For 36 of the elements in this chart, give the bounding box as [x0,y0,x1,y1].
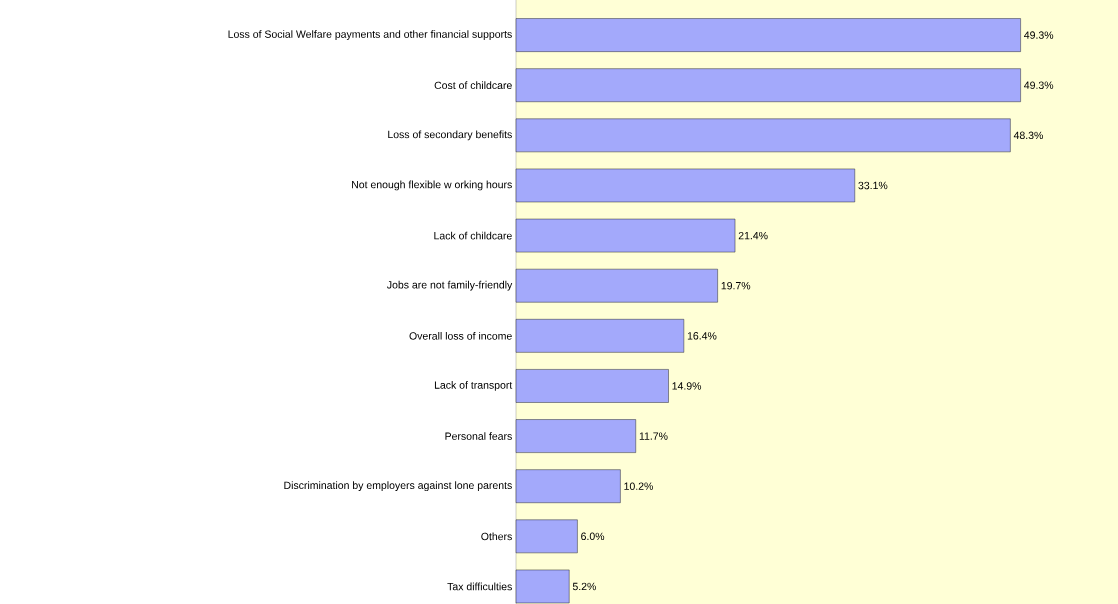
bar [515,118,1011,153]
bar [515,519,578,554]
data-label: 33.1% [858,181,888,190]
bar [515,18,1021,52]
bar [515,68,1021,102]
y-tick-label: Tax difficulties [447,582,512,591]
bar [515,319,685,353]
y-tick-label: Loss of secondary benefits [388,130,512,141]
data-label: 21.4% [738,231,768,240]
y-tick-label: Jobs are not family-friendly [387,280,513,291]
data-label: 19.7% [721,281,751,290]
data-label: 16.4% [687,332,717,340]
data-label: 5.2% [572,582,596,591]
y-tick-label: Not enough flexible w orking hours [352,180,512,191]
y-tick-label: Lack of childcare [434,231,512,240]
bar [515,569,570,604]
data-label: 49.3% [1024,81,1054,89]
y-tick-label: Discrimination by employers against lone parents [284,481,512,492]
bar [515,469,621,503]
y-tick-label: Lack of transport [434,381,513,391]
y-tick-label: Others [481,532,512,541]
data-label: 14.9% [672,382,702,390]
data-label: 10.2% [624,482,653,490]
data-label: 49.3% [1024,31,1054,39]
y-tick-label: Overall loss of income [409,331,512,340]
bar [515,419,636,453]
y-tick-label: Loss of Social Welfare payments and other financial supports [228,30,512,40]
data-label: 48.3% [1013,131,1043,140]
data-label: 11.7% [639,432,668,440]
data-label: 6.0% [581,532,605,541]
bar [515,268,718,303]
y-tick-label: Personal fears [445,432,512,440]
bar [515,218,736,253]
bar [515,168,855,203]
y-tick-label: Cost of childcare [434,81,512,90]
bar [515,369,669,403]
